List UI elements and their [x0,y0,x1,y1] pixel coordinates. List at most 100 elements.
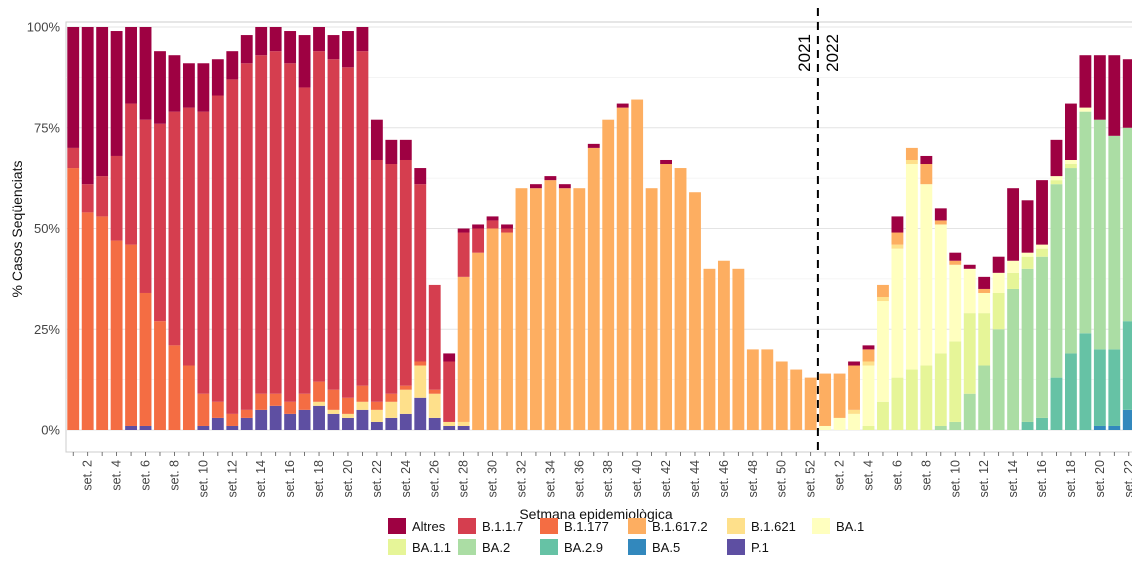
bar-segment-altres-2021-22 [370,119,383,160]
bar-segment-altres-2021-12 [226,51,239,80]
x-tick-label: set. 22 [370,460,384,498]
bar-segment-ba-1-1-2022-18 [1065,164,1077,169]
x-tick-label: set. 14 [254,460,268,498]
legend-label-ba-5: BA.5 [652,540,680,555]
bar-segment-altres-2021-27 [443,353,456,362]
bar-segment-altres-2022-12 [978,276,991,289]
bar-segment-altres-2022-20 [1093,55,1106,120]
bar-segment-ba-1-2022-15 [1021,252,1034,257]
bar-segment-b-1-617-2-2022-03 [848,365,860,410]
bar-segment-p-1-2021-21 [356,409,369,430]
bar-segment-ba-2-9-2022-19 [1079,333,1092,430]
bar-segment-altres-2021-30 [486,216,499,221]
bar-segment-b-1-621-2021-22 [370,409,383,422]
x-tick-label: set. 48 [746,460,760,498]
bar-segment-ba-1-2022-13 [992,272,1005,293]
bar-segment-altres-2022-15 [1021,200,1034,253]
bar-segment-b-1-621-2022-03 [848,409,860,414]
bar-segment-b-1-1-7-2021-22 [370,159,383,402]
bar-segment-p-1-2021-25 [414,397,427,430]
bar-segment-b-1-177-2021-16 [284,401,297,414]
bar-segment-altres-2022-14 [1007,188,1020,261]
bar-segment-b-1-621-2022-07 [905,159,918,165]
bar-segment-ba-1-2022-01 [819,425,832,430]
y-tick-label: 75% [34,120,60,135]
bar-segment-ba-1-2022-03 [848,413,860,430]
bar-segment-b-1-1-7-2021-18 [313,51,325,382]
legend-label-b-1-177: B.1.177 [564,519,609,534]
bar-segment-altres-2021-25 [414,168,427,185]
bar-segment-b-1-1-7-2021-15 [269,51,282,394]
x-tick-label: set. 6 [139,460,153,491]
bar-segment-altres-2021-06 [139,27,152,120]
bar-segment-b-1-177-2021-18 [313,381,325,402]
bar-segment-ba-2-9-2022-20 [1093,349,1106,426]
bar-segment-altres-2022-04 [862,345,875,350]
bar-segment-b-1-617-2-2022-10 [949,260,962,265]
bar-segment-b-1-617-2-2021-51 [790,369,803,430]
bar-segment-altres-2022-17 [1050,139,1063,177]
bar-segment-ba-1-2022-05 [877,301,889,402]
bar-segment-ba-1-1-2022-08 [920,365,933,430]
bar-segment-b-1-1-7-2021-21 [356,51,369,386]
bar-segment-ba-2-9-2022-22 [1122,321,1132,410]
bar-segment-ba-2-2022-10 [949,421,962,430]
bar-segment-b-1-617-2-2021-42 [660,164,672,430]
bar-segment-altres-2022-19 [1079,55,1092,108]
bar-segment-p-1-2021-16 [284,413,297,430]
bar-segment-ba-5-2022-22 [1122,409,1132,430]
y-axis: 0% 25% 50% 75% 100% [27,20,61,438]
x-tick-label: set. 20 [1093,460,1107,498]
bar-segment-b-1-177-2021-21 [356,385,369,402]
bar-segment-b-1-1-7-2021-31 [501,228,513,233]
bar-segment-ba-1-1-2022-06 [891,377,904,430]
bar-segment-ba-2-2022-18 [1065,168,1077,354]
legend-label-b-1-617-2: B.1.617.2 [652,519,708,534]
bar-segment-p-1-2021-15 [269,405,282,430]
bar-segment-altres-2021-14 [255,27,268,56]
bar-segment-b-1-617-2-2021-41 [645,188,658,430]
bar-segment-p-1-2021-20 [342,417,354,430]
x-tick-label: set. 36 [572,460,586,498]
bar-segment-altres-2021-05 [125,27,137,104]
bar-segment-b-1-621-2021-28 [457,421,470,426]
x-tick-label: set. 10 [948,460,962,498]
bar-segment-altres-2021-19 [327,35,340,60]
bar-segment-p-1-2021-23 [385,417,398,430]
x-tick-label: set. 18 [312,460,326,498]
bar-segment-altres-2021-04 [110,31,123,156]
x-tick-label: set. 18 [1064,460,1078,498]
legend-label-ba-2: BA.2 [482,540,510,555]
bar-segment-altres-2021-21 [356,27,369,52]
bar-segment-ba-5-2022-20 [1093,425,1106,430]
bar-segment-ba-1-1-2022-15 [1021,256,1034,269]
bar-segment-altres-2021-11 [211,59,224,96]
bar-segment-b-1-617-2-2021-44 [689,192,701,430]
x-tick-label: set. 2 [833,460,847,491]
x-tick-label: set. 30 [486,460,500,498]
x-tick-label: set. 34 [543,460,557,498]
bar-segment-altres-2022-08 [920,155,933,165]
bar-segment-ba-2-2022-11 [963,393,976,430]
bar-segment-p-1-2021-24 [399,413,412,430]
legend-label-altres: Altres [412,519,446,534]
bar-segment-b-1-177-2021-09 [182,365,195,430]
bar-segment-b-1-617-2-2021-29 [472,252,485,430]
bars-layer [67,27,1132,431]
bar-segment-ba-1-1-2022-05 [877,401,889,430]
legend-swatch-b-1-617-2 [628,518,646,534]
bar-segment-b-1-617-2-2021-36 [573,188,586,430]
bar-segment-b-1-617-2-2022-09 [934,220,947,225]
bar-segment-b-1-177-2021-26 [428,389,441,394]
bar-segment-altres-2021-31 [501,224,513,229]
bar-segment-b-1-177-2021-14 [255,393,268,410]
legend: Altres B.1.1.7 B.1.177 B.1.617.2 B.1.621 BA.1… [388,518,864,555]
bar-segment-b-1-177-2021-12 [226,413,239,426]
bar-segment-b-1-621-2021-18 [313,401,325,406]
bar-segment-altres-2021-08 [168,55,181,112]
bar-segment-altres-2021-28 [457,228,470,233]
bar-segment-ba-1-2022-06 [891,248,904,378]
bar-segment-b-1-617-2-2021-47 [732,268,745,430]
bar-segment-p-1-2021-17 [298,409,311,430]
x-tick-label: set. 4 [110,460,124,491]
